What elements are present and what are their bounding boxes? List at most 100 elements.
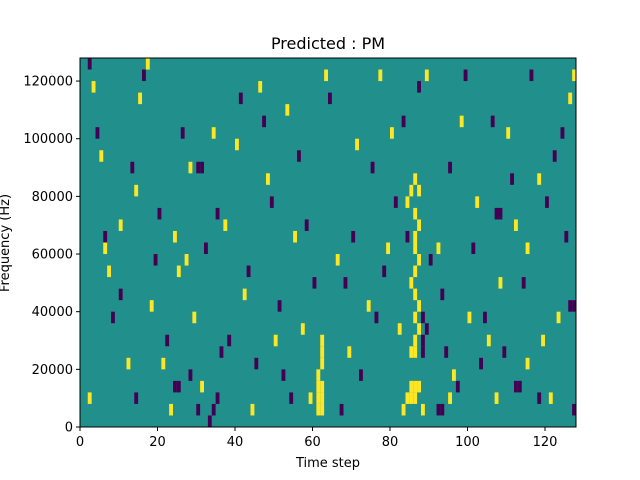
heatmap-cell-high — [235, 138, 239, 151]
plot-frame — [79, 57, 577, 428]
heatmap-cell-low — [494, 207, 499, 220]
heatmap-cell-low — [421, 334, 425, 347]
x-tick-label: 120 — [533, 435, 558, 450]
heatmap-cell-high — [200, 380, 204, 393]
heatmap-cell-high — [409, 380, 414, 393]
heatmap-cell-low — [374, 311, 379, 324]
x-axis: 0 20 40 60 80 100 120 — [76, 427, 558, 450]
heatmap-cell-low — [498, 207, 503, 220]
heatmap-cell-low — [312, 277, 317, 289]
heatmap-cell-low — [545, 196, 549, 208]
heatmap-background — [80, 58, 576, 427]
heatmap-cell-low — [142, 69, 146, 82]
heatmap-cell-high — [320, 357, 325, 370]
heatmap-cell-low — [479, 357, 483, 370]
heatmap-cell-high — [308, 392, 313, 404]
heatmap-cell-low — [246, 265, 251, 278]
heatmap-cell-low — [95, 127, 100, 139]
heatmap-cell-high — [417, 184, 421, 197]
heatmap-cell-low — [517, 380, 522, 393]
heatmap-cell-high — [494, 392, 499, 404]
heatmap-cell-high — [424, 69, 429, 82]
y-axis: 0 20000 40000 60000 80000 100000 120000 — [23, 75, 80, 436]
heatmap-cell-low — [134, 392, 139, 404]
heatmap-cell-low — [196, 161, 201, 174]
heatmap-cell-low — [463, 69, 468, 82]
heatmap-cell-high — [316, 392, 321, 404]
heatmap-cell-low — [165, 334, 170, 347]
heatmap-cell-high — [537, 173, 542, 185]
heatmap-cell-low — [153, 254, 158, 266]
heatmap-cell-high — [405, 196, 410, 208]
heatmap-cell-low — [359, 369, 363, 381]
heatmap-cell-high — [417, 219, 421, 231]
heatmap-cell-high — [572, 69, 576, 82]
heatmap-cell-high — [413, 265, 418, 278]
heatmap-cell-high — [176, 265, 181, 278]
heatmap-cell-low — [103, 230, 108, 243]
heatmap-cell-low — [188, 369, 193, 381]
heatmap-cell-high — [118, 219, 123, 231]
heatmap-cell-low — [436, 403, 441, 416]
heatmap-cell-high — [91, 81, 96, 93]
heatmap-cell-high — [138, 92, 142, 105]
heatmap-cell-high — [525, 357, 530, 370]
heatmap-cell-low — [490, 115, 495, 128]
heatmap-cell-high — [223, 219, 228, 231]
x-tick-label: 40 — [227, 435, 244, 450]
heatmap-cell-low — [289, 392, 294, 404]
heatmap-cell-high — [417, 323, 421, 335]
heatmap-cell-low — [405, 230, 410, 243]
heatmap-cell-high — [149, 300, 154, 312]
heatmap-cell-high — [192, 311, 197, 324]
heatmap-cell-high — [211, 127, 216, 139]
heatmap-cell-high — [266, 173, 270, 185]
heatmap-cell-high — [421, 403, 425, 416]
heatmap-cell-low — [401, 115, 406, 128]
heatmap-cell-high — [413, 392, 418, 404]
heatmap-cell-low — [552, 150, 557, 162]
heatmap-cell-low — [424, 323, 429, 335]
heatmap-cell-high — [184, 254, 189, 266]
heatmap-cell-low — [564, 230, 569, 243]
heatmap-cell-high — [300, 323, 305, 335]
heatmap-cell-low — [281, 369, 286, 381]
heatmap-cell-high — [386, 242, 390, 255]
heatmap-cell-high — [169, 403, 173, 416]
heatmap-cell-low — [428, 254, 433, 266]
heatmap-cell-low — [254, 357, 259, 370]
heatmap-cell-high — [161, 357, 166, 370]
heatmap-cell-high — [145, 58, 150, 70]
heatmap-cell-low — [215, 207, 220, 220]
heatmap-cell-high — [390, 127, 394, 139]
heatmap-cell-low — [421, 346, 425, 358]
chart-title: Predicted : PM — [271, 34, 385, 53]
heatmap-cell-low — [537, 392, 542, 404]
heatmap-cell-high — [568, 92, 573, 105]
heatmap-cell-high — [405, 392, 410, 404]
heatmap-cell-high — [324, 69, 328, 82]
heatmap-cell-high — [320, 392, 325, 404]
heatmap-cell-high — [514, 219, 518, 231]
heatmap-cell-high — [366, 300, 371, 312]
heatmap-cell-low — [529, 69, 534, 82]
heatmap-cell-high — [126, 357, 131, 370]
heatmap-cell-low — [502, 346, 507, 358]
heatmap-cell-high — [525, 242, 530, 255]
heatmap-cell-high — [409, 392, 414, 404]
heatmap-cell-high — [413, 288, 418, 301]
heatmap-cell-low — [343, 277, 348, 289]
heatmap-cell-high — [347, 346, 352, 358]
heatmap-cell-low — [87, 58, 92, 70]
heatmap-cell-high — [506, 127, 511, 139]
heatmap-cell-low — [440, 403, 445, 416]
heatmap-cell-high — [401, 403, 406, 416]
heatmap-cell-low — [277, 300, 282, 312]
x-axis-label: Time step — [295, 456, 360, 471]
heatmap-cell-low — [521, 277, 526, 289]
heatmap-cell-high — [486, 334, 491, 347]
y-tick-label: 60000 — [32, 248, 73, 263]
heatmap-cell-low — [351, 230, 356, 243]
heatmap-cell-high — [413, 173, 418, 185]
heatmap-cell-high — [320, 334, 325, 347]
